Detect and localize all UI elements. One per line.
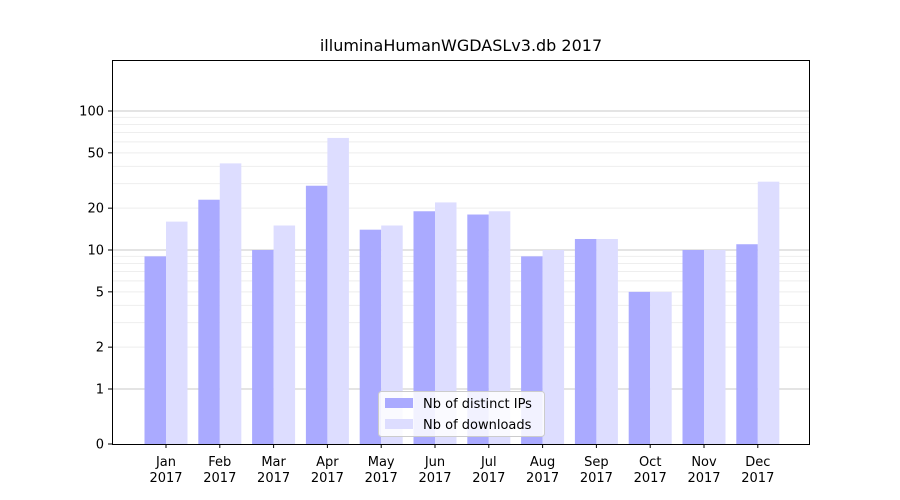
x-tick-label-year: 2017: [687, 471, 720, 486]
x-tick-label-year: 2017: [365, 471, 398, 486]
bar-distinct-ips-jan: [144, 256, 166, 444]
bar-downloads-dec: [757, 181, 780, 444]
x-tick-label-year: 2017: [580, 471, 613, 486]
x-tick-label-year: 2017: [472, 471, 505, 486]
x-tick-label-month: Apr: [316, 455, 339, 470]
x-tick-label-year: 2017: [741, 471, 774, 486]
bar-downloads-apr: [327, 137, 349, 444]
bar-downloads-mar: [273, 225, 296, 444]
bar-downloads-may: [381, 225, 403, 444]
bar-downloads-oct: [650, 291, 672, 444]
x-tick-label-year: 2017: [311, 471, 344, 486]
bar-downloads-nov: [704, 250, 726, 444]
bar-distinct-ips-mar: [252, 250, 274, 444]
y-tick-label: 0: [96, 438, 104, 453]
y-tick-label: 100: [79, 105, 104, 120]
y-axis: 0 1 2 5 10 20 50 100: [79, 105, 112, 453]
x-tick-label-month: Dec: [745, 455, 770, 470]
legend: Nb of distinct IPs Nb of downloads: [378, 391, 545, 437]
bar-distinct-ips-oct: [628, 291, 651, 444]
y-tick-label: 2: [96, 341, 104, 356]
bar-downloads-feb: [219, 163, 242, 444]
bar-distinct-ips-nov: [682, 250, 704, 444]
legend-label-downloads: Nb of downloads: [423, 418, 532, 433]
bar-downloads-jan: [166, 221, 188, 444]
y-tick-label: 1: [96, 383, 104, 398]
x-tick-label-month: Jun: [424, 455, 445, 470]
x-tick-label-month: Jul: [480, 455, 497, 470]
bar-distinct-ips-dec: [736, 244, 758, 444]
x-tick-label-month: May: [368, 455, 395, 470]
chart-title: illuminaHumanWGDASLv3.db 2017: [320, 36, 602, 55]
legend-label-distinct-ips: Nb of distinct IPs: [423, 397, 532, 412]
legend-swatch-distinct-ips: [385, 398, 413, 408]
x-tick-label-year: 2017: [203, 471, 236, 486]
x-tick-label-month: Mar: [261, 455, 286, 470]
x-tick-label-year: 2017: [634, 471, 667, 486]
x-axis: Jan2017Feb2017Mar2017Apr2017May2017Jun20…: [149, 444, 774, 486]
x-tick-label-month: Oct: [639, 455, 661, 470]
bar-downloads-jun: [435, 202, 457, 444]
bar-distinct-ips-jul: [467, 214, 489, 444]
x-tick-label-month: Nov: [691, 455, 717, 470]
x-tick-label-month: Aug: [530, 455, 555, 470]
x-tick-label-year: 2017: [526, 471, 559, 486]
bar-downloads-jul: [488, 211, 511, 444]
x-tick-label-month: Feb: [208, 455, 231, 470]
bar-downloads-aug: [542, 250, 565, 444]
legend-box: [378, 391, 545, 437]
bar-distinct-ips-sep: [574, 238, 597, 444]
bar-distinct-ips-jun: [413, 211, 435, 444]
bar-downloads-sep: [596, 238, 618, 444]
x-tick-label-year: 2017: [418, 471, 451, 486]
bar-distinct-ips-may: [359, 229, 382, 444]
x-tick-label-year: 2017: [149, 471, 182, 486]
bar-distinct-ips-feb: [198, 199, 220, 444]
bar-distinct-ips-apr: [305, 185, 328, 444]
x-tick-label-month: Jan: [155, 455, 176, 470]
plot-frame: [112, 60, 810, 445]
y-tick-label: 20: [87, 202, 104, 217]
y-tick-label: 50: [87, 146, 104, 161]
y-tick-label: 5: [96, 285, 104, 300]
bars: [144, 137, 780, 444]
x-tick-label-month: Sep: [584, 455, 609, 470]
x-tick-label-year: 2017: [257, 471, 290, 486]
legend-swatch-downloads: [385, 419, 413, 429]
y-tick-label: 10: [87, 244, 104, 259]
